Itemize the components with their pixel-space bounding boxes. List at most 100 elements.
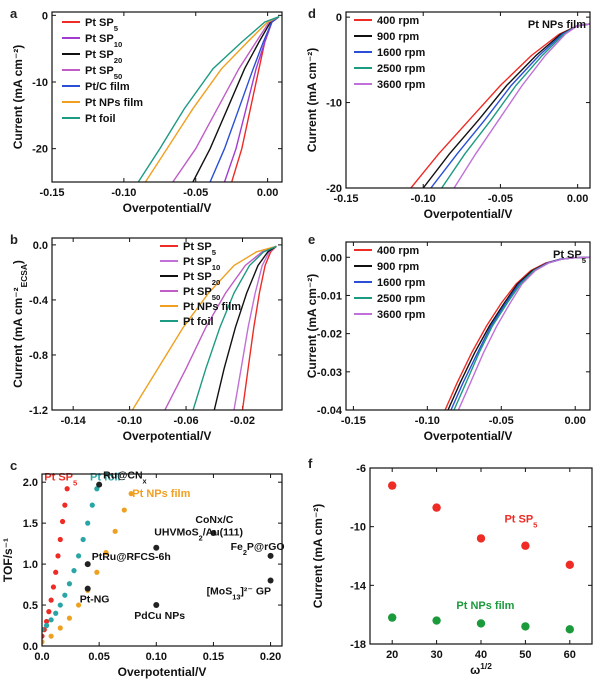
curve-point <box>55 553 61 559</box>
y-tick-label: -10 <box>32 77 48 89</box>
x-tick-label: 0.15 <box>203 651 224 663</box>
point-label: UHVMoS2/Au(111) <box>154 527 243 543</box>
y-tick-label: -10 <box>326 98 342 110</box>
panel-letter-f: f <box>308 456 313 471</box>
reference-point <box>210 529 217 536</box>
x-tick-label: -0.06 <box>174 415 199 427</box>
point-label: PtRu@RFCS-6h <box>92 551 171 563</box>
panel-annotation: Pt NPs film <box>528 19 586 31</box>
series-line <box>231 16 280 182</box>
x-tick-label: 40 <box>475 649 487 661</box>
series-line <box>444 256 590 410</box>
series-line <box>447 256 590 410</box>
plot-area <box>410 23 590 188</box>
y-tick-label: -1.2 <box>29 405 48 417</box>
legend-label: 1600 rpm <box>377 47 426 59</box>
x-axis-label: Overpotential/V <box>123 201 212 215</box>
legend: 400 rpm 900 rpm 1600 rpm 2500 rpm 3600 rpm <box>354 245 426 321</box>
reference-point <box>267 552 274 559</box>
point-label: PdCu NPs <box>134 610 185 622</box>
legend-label: 2500 rpm <box>377 293 426 305</box>
series-line <box>144 16 280 182</box>
panel-b: b -0.14 -0.10 -0.06 -0.02 0.0 -0.4 -0.8 -1.2 Over… <box>10 232 283 443</box>
data-point <box>388 613 397 622</box>
curve-point <box>50 584 57 590</box>
legend-label: 1600 rpm <box>377 277 426 289</box>
x-tick-label: 20 <box>386 649 398 661</box>
y-tick-label: -6 <box>356 463 366 475</box>
legend-label: Pt SP20 <box>85 49 122 65</box>
plot-area <box>137 16 280 182</box>
legend-label: Pt SP5 <box>183 241 217 257</box>
reference-point <box>84 585 91 592</box>
series-line <box>241 245 277 410</box>
y-axis-label: TOF/s⁻¹ <box>1 538 15 582</box>
series-line <box>131 245 277 410</box>
y-tick-label: 0.0 <box>23 641 38 653</box>
y-tick-label: -0.8 <box>29 350 48 362</box>
curve-point <box>53 610 59 616</box>
y-axis-label: Current (mA cm⁻²) <box>305 274 319 379</box>
curve-point <box>62 502 68 508</box>
y-tick-label: 0.00 <box>321 252 342 264</box>
x-tick-label: -0.14 <box>61 415 87 427</box>
y-tick-label: -20 <box>326 183 342 195</box>
series-line <box>192 245 277 410</box>
panel-letter-a: a <box>10 6 18 21</box>
x-tick-label: 0.00 <box>565 415 586 427</box>
series-line <box>209 16 280 182</box>
panel-letter-e: e <box>308 232 315 247</box>
data-point <box>432 503 441 512</box>
panel-d: d -0.15 -0.10 -0.05 0.00 0 -10 -20 Overpotential… <box>305 6 591 221</box>
legend-label: Pt SP5 <box>85 17 119 33</box>
reference-point <box>153 544 160 551</box>
curve-point <box>59 518 66 525</box>
axes-frame <box>345 241 591 411</box>
series-line <box>457 256 590 410</box>
axes-frame <box>345 11 591 189</box>
y-tick-label: 1.0 <box>23 559 38 571</box>
axes-frame <box>41 473 283 647</box>
legend-label: Pt NPs film <box>85 97 143 109</box>
point-label: Pt-NG <box>80 594 110 606</box>
plot-area <box>131 245 277 410</box>
reference-point <box>267 577 274 584</box>
curve-point <box>75 553 82 559</box>
x-tick-label: -0.15 <box>333 193 358 205</box>
legend-label: Pt SP50 <box>183 286 220 302</box>
y-tick-label: -10 <box>350 522 366 534</box>
series-line <box>233 245 277 410</box>
legend-label: Pt SP50 <box>85 65 122 81</box>
x-tick-label: -0.10 <box>117 415 142 427</box>
curve-point <box>94 569 100 575</box>
curve-point <box>71 568 77 574</box>
series-line <box>213 245 277 410</box>
axes-frame <box>369 467 593 645</box>
curve-point <box>103 550 109 556</box>
reference-point <box>153 602 160 609</box>
y-axis-label: Current (mA cm⁻²ECSA) <box>11 260 29 388</box>
legend-label: 3600 rpm <box>377 79 426 91</box>
series-label: Pt SP5 <box>504 513 538 529</box>
data-point <box>476 619 486 628</box>
y-tick-label: 0.0 <box>33 240 48 252</box>
curve-point <box>48 597 54 603</box>
x-tick-label: -0.10 <box>415 415 440 427</box>
x-tick-label: 60 <box>564 649 576 661</box>
legend-label: Pt SP10 <box>85 33 122 49</box>
curve-point <box>42 633 45 639</box>
data-point <box>388 481 397 490</box>
axes-frame <box>51 237 283 411</box>
y-tick-label: -14 <box>350 580 367 592</box>
x-axis-label: Overpotential/V <box>123 429 212 443</box>
x-tick-label: 0.10 <box>146 651 167 663</box>
curve-point <box>66 615 73 621</box>
x-tick-label: 0.00 <box>567 193 588 205</box>
legend-label: Pt foil <box>85 113 116 125</box>
x-tick-label: 0.0 <box>34 651 49 663</box>
x-tick-label: -0.10 <box>411 193 436 205</box>
y-axis-label: Current (mA cm⁻²) <box>305 48 319 153</box>
legend-label: Pt foil <box>183 316 214 328</box>
y-tick-label: -18 <box>350 639 366 651</box>
series-label: Pt NPs film <box>456 600 514 612</box>
